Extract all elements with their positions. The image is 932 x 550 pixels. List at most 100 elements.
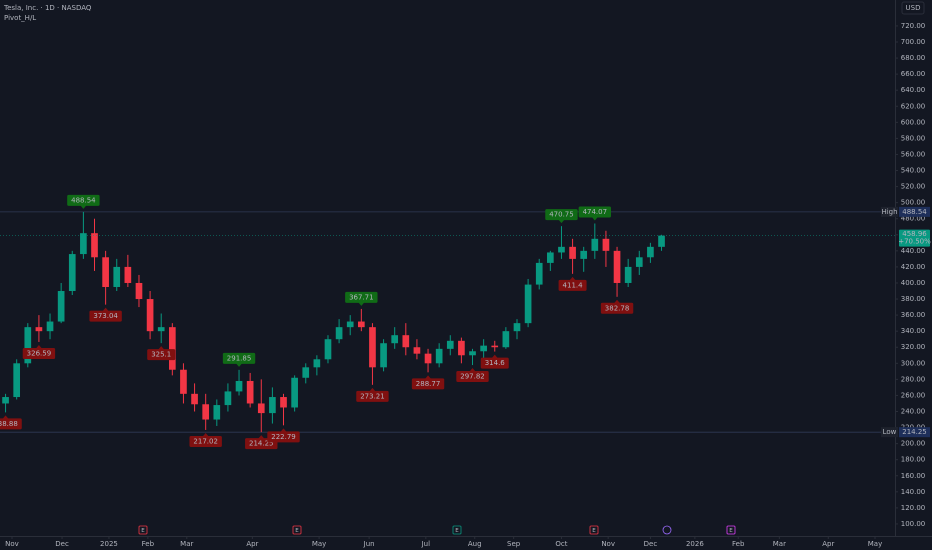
- x-tick-label: Apr: [822, 540, 834, 548]
- y-tick-label: 380.00: [901, 295, 926, 303]
- last-price-box: [899, 229, 930, 247]
- y-tick-label: 260.00: [901, 391, 926, 399]
- pivot-high-pointer: [236, 363, 243, 367]
- candle-body: [458, 340, 465, 356]
- pivot-high-box: [545, 209, 578, 221]
- x-tick-label: May: [312, 540, 326, 548]
- pivot-high-box: [67, 194, 100, 206]
- pivot-high-pointer: [558, 219, 565, 224]
- y-tick-label: 720.00: [901, 22, 926, 30]
- event-label: E: [295, 528, 299, 534]
- candle-body: [235, 380, 243, 392]
- candle-body: [446, 340, 454, 349]
- currency[interactable]: USD: [906, 4, 921, 12]
- x-tick-label: Feb: [732, 540, 745, 548]
- candle-body: [402, 335, 410, 348]
- pivot-low-pointer: [614, 299, 621, 304]
- currency-box[interactable]: [901, 1, 925, 15]
- pivot-low-label: 326.59: [27, 349, 52, 357]
- pivot-low-label: 382.78: [605, 304, 630, 312]
- candle-body: [91, 233, 98, 258]
- x-tick-label: Jul: [421, 540, 431, 548]
- pivot-low-label: 214.25: [249, 440, 274, 448]
- candle-body: [613, 250, 621, 283]
- x-tick-label: Mar: [773, 540, 786, 548]
- candle-body: [13, 363, 21, 398]
- candle-body: [635, 257, 643, 267]
- event-marker: [726, 525, 736, 535]
- pivot-low-box: [89, 310, 122, 322]
- pivot-low-pointer: [491, 354, 498, 359]
- candle-body: [257, 403, 265, 414]
- reference-value-box: [899, 427, 930, 438]
- pivot-low-pointer: [35, 344, 42, 349]
- pivot-low-box: [267, 431, 300, 443]
- x-tick-label: May: [868, 540, 882, 548]
- event-marker: [292, 525, 302, 535]
- y-tick-label: 660.00: [901, 70, 926, 78]
- pivot-low-box: [411, 378, 445, 390]
- y-tick-label: 300.00: [901, 359, 926, 367]
- candle-body: [180, 369, 187, 394]
- candle-body: [335, 327, 343, 340]
- y-tick-label: 440.00: [901, 247, 926, 255]
- y-tick-label: 700.00: [901, 38, 926, 46]
- pivot-high-label: 291.85: [227, 354, 252, 362]
- pivot-low-label: 288.77: [416, 380, 441, 388]
- y-tick-label: 340.00: [901, 327, 926, 335]
- pivot-low-box: [480, 357, 509, 369]
- pivot-high-label: 367.71: [349, 293, 374, 301]
- pivot-low-box: [147, 349, 176, 361]
- x-tick-label: 2026: [686, 540, 704, 548]
- reference-name-box: [881, 206, 898, 217]
- event-marker: [452, 525, 462, 535]
- y-tick-label: 240.00: [901, 407, 926, 415]
- reference-name-box: [881, 427, 898, 438]
- y-tick-label: 320.00: [901, 343, 926, 351]
- candle-body: [46, 321, 54, 332]
- candle-body: [658, 235, 665, 247]
- x-tick-label: Jun: [363, 540, 375, 548]
- pivot-high-box: [578, 206, 612, 218]
- pivot-low-label: 238.88: [0, 420, 18, 428]
- y-tick-label: 520.00: [901, 183, 926, 191]
- pivot-low-pointer: [258, 435, 265, 439]
- pivot-high-label: 470.75: [549, 211, 574, 219]
- candle-body: [580, 250, 588, 259]
- y-tick-label: 140.00: [901, 488, 926, 496]
- pivot-low-pointer: [2, 415, 9, 419]
- candle-body: [135, 282, 143, 300]
- reference-name: Low: [883, 428, 897, 436]
- candle-body: [380, 343, 387, 368]
- pivot-low-pointer: [569, 276, 576, 281]
- pivot-low-pointer: [280, 428, 287, 432]
- y-tick-label: 620.00: [901, 102, 926, 110]
- x-tick-label: Sep: [507, 540, 521, 548]
- candle-body: [168, 327, 176, 370]
- event-label: E: [592, 528, 596, 534]
- last-price: 458.96: [902, 230, 927, 238]
- reference-value: 488.54: [902, 208, 927, 216]
- candle-body: [157, 327, 165, 332]
- last-price-change: +70.50%: [898, 238, 931, 246]
- y-tick-label: 600.00: [901, 118, 926, 126]
- reference-value-box: [899, 206, 930, 217]
- pivot-high-label: 488.54: [71, 196, 96, 204]
- candle-body: [24, 327, 32, 364]
- candle-body: [369, 327, 376, 368]
- pivot-low-label: 373.04: [93, 312, 118, 320]
- x-tick-label: Nov: [601, 540, 615, 548]
- candle-body: [558, 246, 565, 253]
- candle-body: [224, 391, 232, 406]
- pivot-low-label: 297.82: [460, 373, 485, 381]
- y-tick-label: 420.00: [901, 263, 926, 271]
- candle-body: [602, 238, 610, 251]
- y-tick-label: 580.00: [901, 134, 926, 142]
- candle-body: [491, 345, 499, 348]
- pivot-low-label: 273.21: [360, 392, 385, 400]
- reference-name: High: [881, 208, 897, 216]
- candle-body: [647, 246, 654, 258]
- pivot-low-pointer: [425, 375, 432, 379]
